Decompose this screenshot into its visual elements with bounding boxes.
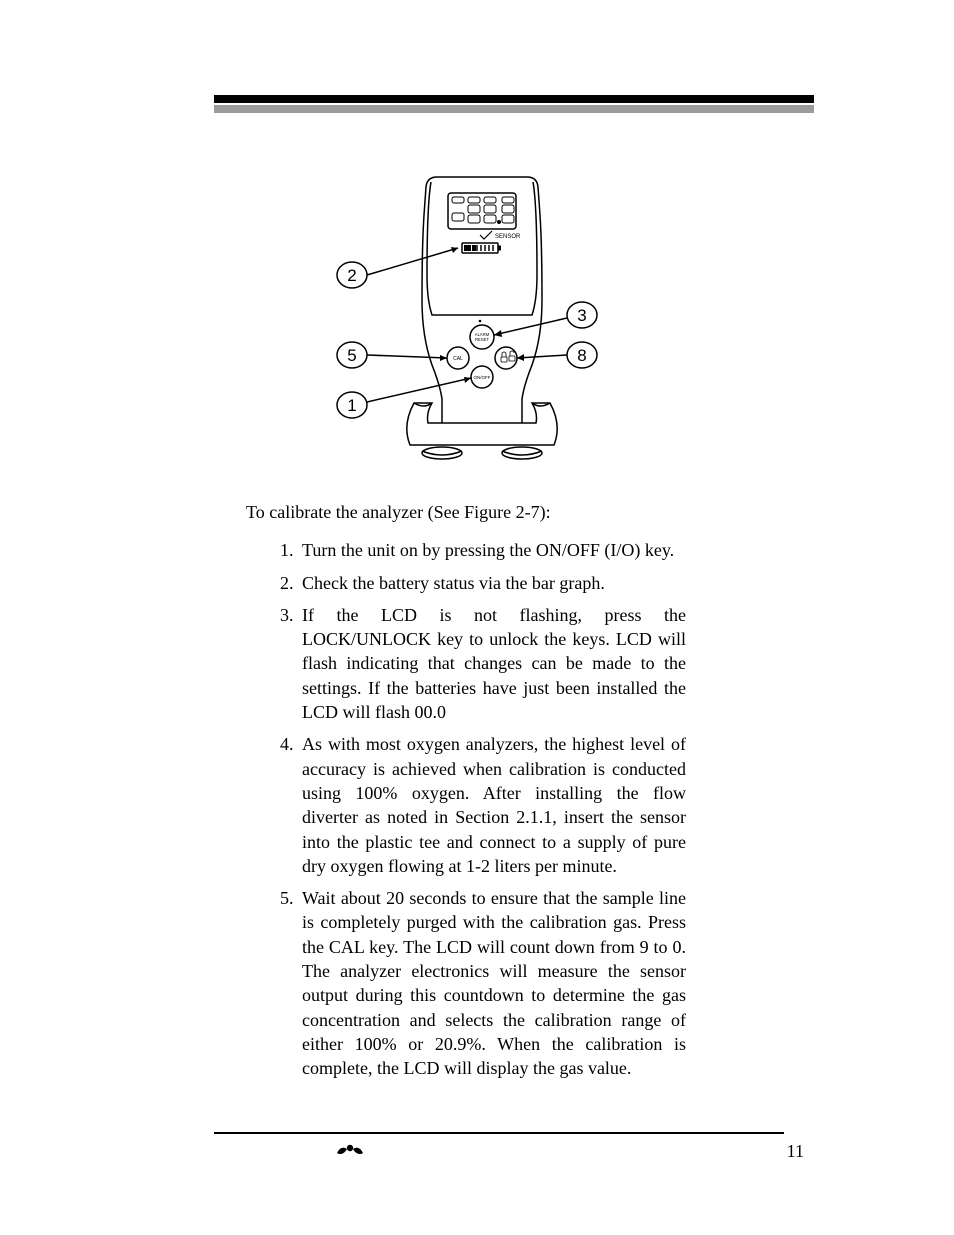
callout-5: 5 [347, 346, 356, 365]
callout-1: 1 [347, 396, 356, 415]
steps-list: Turn the unit on by pressing the ON/OFF … [246, 538, 686, 1080]
step-1: Turn the unit on by pressing the ON/OFF … [298, 538, 686, 562]
step-4: As with most oxygen analyzers, the highe… [298, 732, 686, 878]
callout-2: 2 [347, 266, 356, 285]
device-svg: SENSOR ALARM RESET CAL [332, 165, 602, 465]
cal-label: CAL [453, 356, 463, 362]
footer-rule [214, 1132, 784, 1134]
step-2: Check the battery status via the bar gra… [298, 571, 686, 595]
device-figure: SENSOR ALARM RESET CAL [332, 165, 602, 465]
header-gray-bar [214, 105, 814, 113]
intro-text: To calibrate the analyzer (See Figure 2-… [246, 500, 686, 524]
page-number: 11 [787, 1141, 804, 1162]
onoff-label: ON/OFF [474, 375, 491, 380]
header-black-bar [214, 95, 814, 103]
step-5: Wait about 20 seconds to ensure that the… [298, 886, 686, 1080]
page-root: SENSOR ALARM RESET CAL [0, 0, 954, 1235]
footer-logo-icon [335, 1141, 365, 1159]
body-content: To calibrate the analyzer (See Figure 2-… [246, 500, 686, 1089]
sensor-label: SENSOR [495, 234, 521, 240]
alarm-label-bottom: RESET [475, 337, 489, 342]
callout-3: 3 [577, 306, 586, 325]
step-3: If the LCD is not flashing, press the LO… [298, 603, 686, 724]
callout-8: 8 [577, 346, 586, 365]
